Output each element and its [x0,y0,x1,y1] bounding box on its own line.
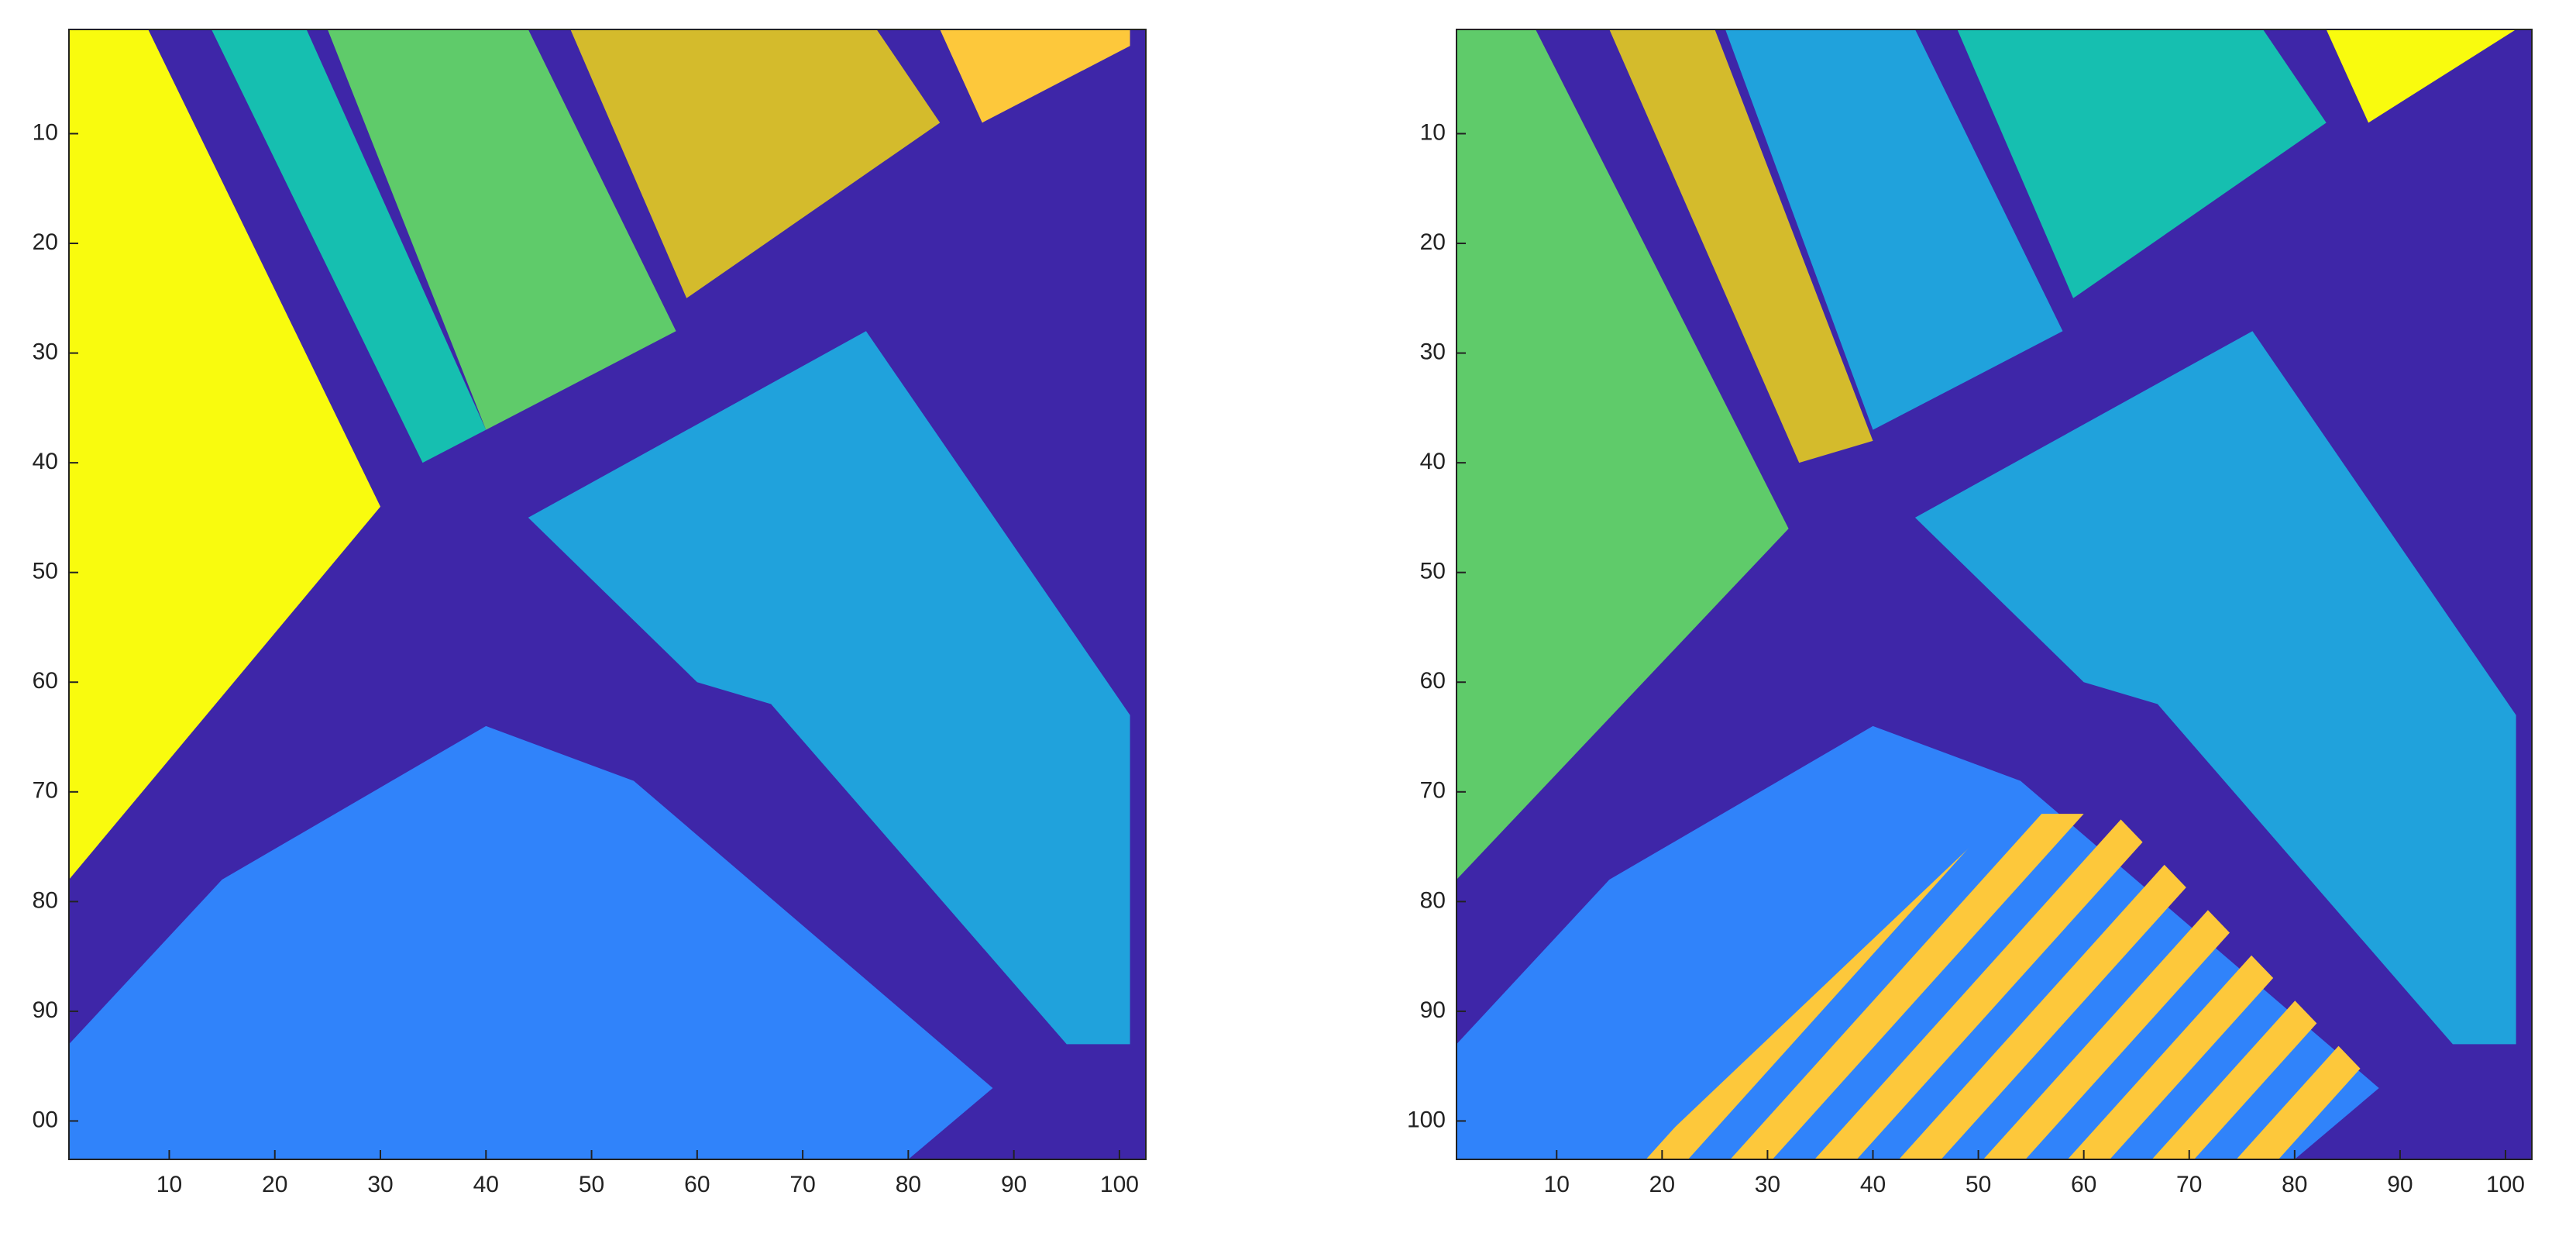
x-tick-label: 20 [1649,1172,1675,1197]
y-tick-label: 00 [33,1107,58,1132]
x-tick-label: 30 [1755,1172,1780,1197]
x-tick-label: 10 [156,1172,182,1197]
class-region [327,29,676,430]
x-tick-label: 100 [2486,1172,2525,1197]
image-panel: 10 20 30 40 50 60 70 80 90 100 10 20 30 40 50 60 70 80 90 1… [1407,29,2533,1197]
class-region [1457,725,2379,1159]
y-tick-label: 50 [33,559,58,584]
class-region [1957,29,2327,298]
y-tick-label: 10 [1420,119,1446,145]
x-tick-label: 50 [1966,1172,1991,1197]
axes-box [68,29,1147,1160]
class-region [1609,29,1873,463]
y-tick-label: 90 [33,997,58,1023]
y-tick-label: 40 [33,449,58,474]
stripe [1809,814,2168,1159]
class-region [528,331,1130,1045]
y-tick-label: 30 [33,339,58,365]
x-tick-label: 60 [684,1172,710,1197]
y-tick-label: 80 [33,887,58,913]
x-tick-label: 60 [2071,1172,2096,1197]
y-tick-label: 60 [33,668,58,694]
axes-box [1456,29,2533,1160]
stripe [2231,814,2379,1159]
y-tick-label: 60 [1420,668,1446,694]
x-tick-label: 90 [2387,1172,2413,1197]
x-tick-label: 20 [262,1172,287,1197]
y-tick-label: 20 [33,229,58,255]
class-region [2326,29,2516,123]
y-tick-label: 20 [1420,229,1446,255]
x-tick-label: 80 [896,1172,921,1197]
y-tick-label: 80 [1420,887,1446,913]
y-tick-label: 70 [1420,778,1446,804]
y-tick-label: 100 [1407,1107,1446,1132]
y-tick-label: 70 [33,778,58,804]
class-region [940,29,1130,123]
image-panel: 10 20 30 40 50 60 70 80 90 100 10 20 30 40 50 60 70 80 90 0… [33,29,1147,1197]
x-tick-label: 100 [1100,1172,1139,1197]
y-tick-label: 40 [1420,449,1446,474]
x-tick-label: 40 [1860,1172,1886,1197]
stripe [1893,814,2253,1159]
class-region [1457,29,1789,880]
x-tick-label: 10 [1544,1172,1570,1197]
class-region [69,725,993,1159]
class-region [1914,331,2516,1045]
class-region [1725,29,2063,430]
x-tick-label: 50 [579,1172,604,1197]
y-tick-label: 30 [1420,339,1446,365]
class-region [211,29,487,463]
x-tick-label: 70 [2176,1172,2202,1197]
x-tick-label: 40 [473,1172,499,1197]
y-tick-label: 50 [1420,559,1446,584]
x-tick-label: 80 [2282,1172,2307,1197]
class-region [69,29,381,880]
y-tick-label: 10 [33,119,58,145]
x-tick-label: 30 [367,1172,393,1197]
x-tick-label: 70 [789,1172,815,1197]
stripe [1725,814,2084,1159]
y-tick-label: 90 [1420,997,1446,1023]
class-region [570,29,941,298]
x-tick-label: 90 [1001,1172,1027,1197]
